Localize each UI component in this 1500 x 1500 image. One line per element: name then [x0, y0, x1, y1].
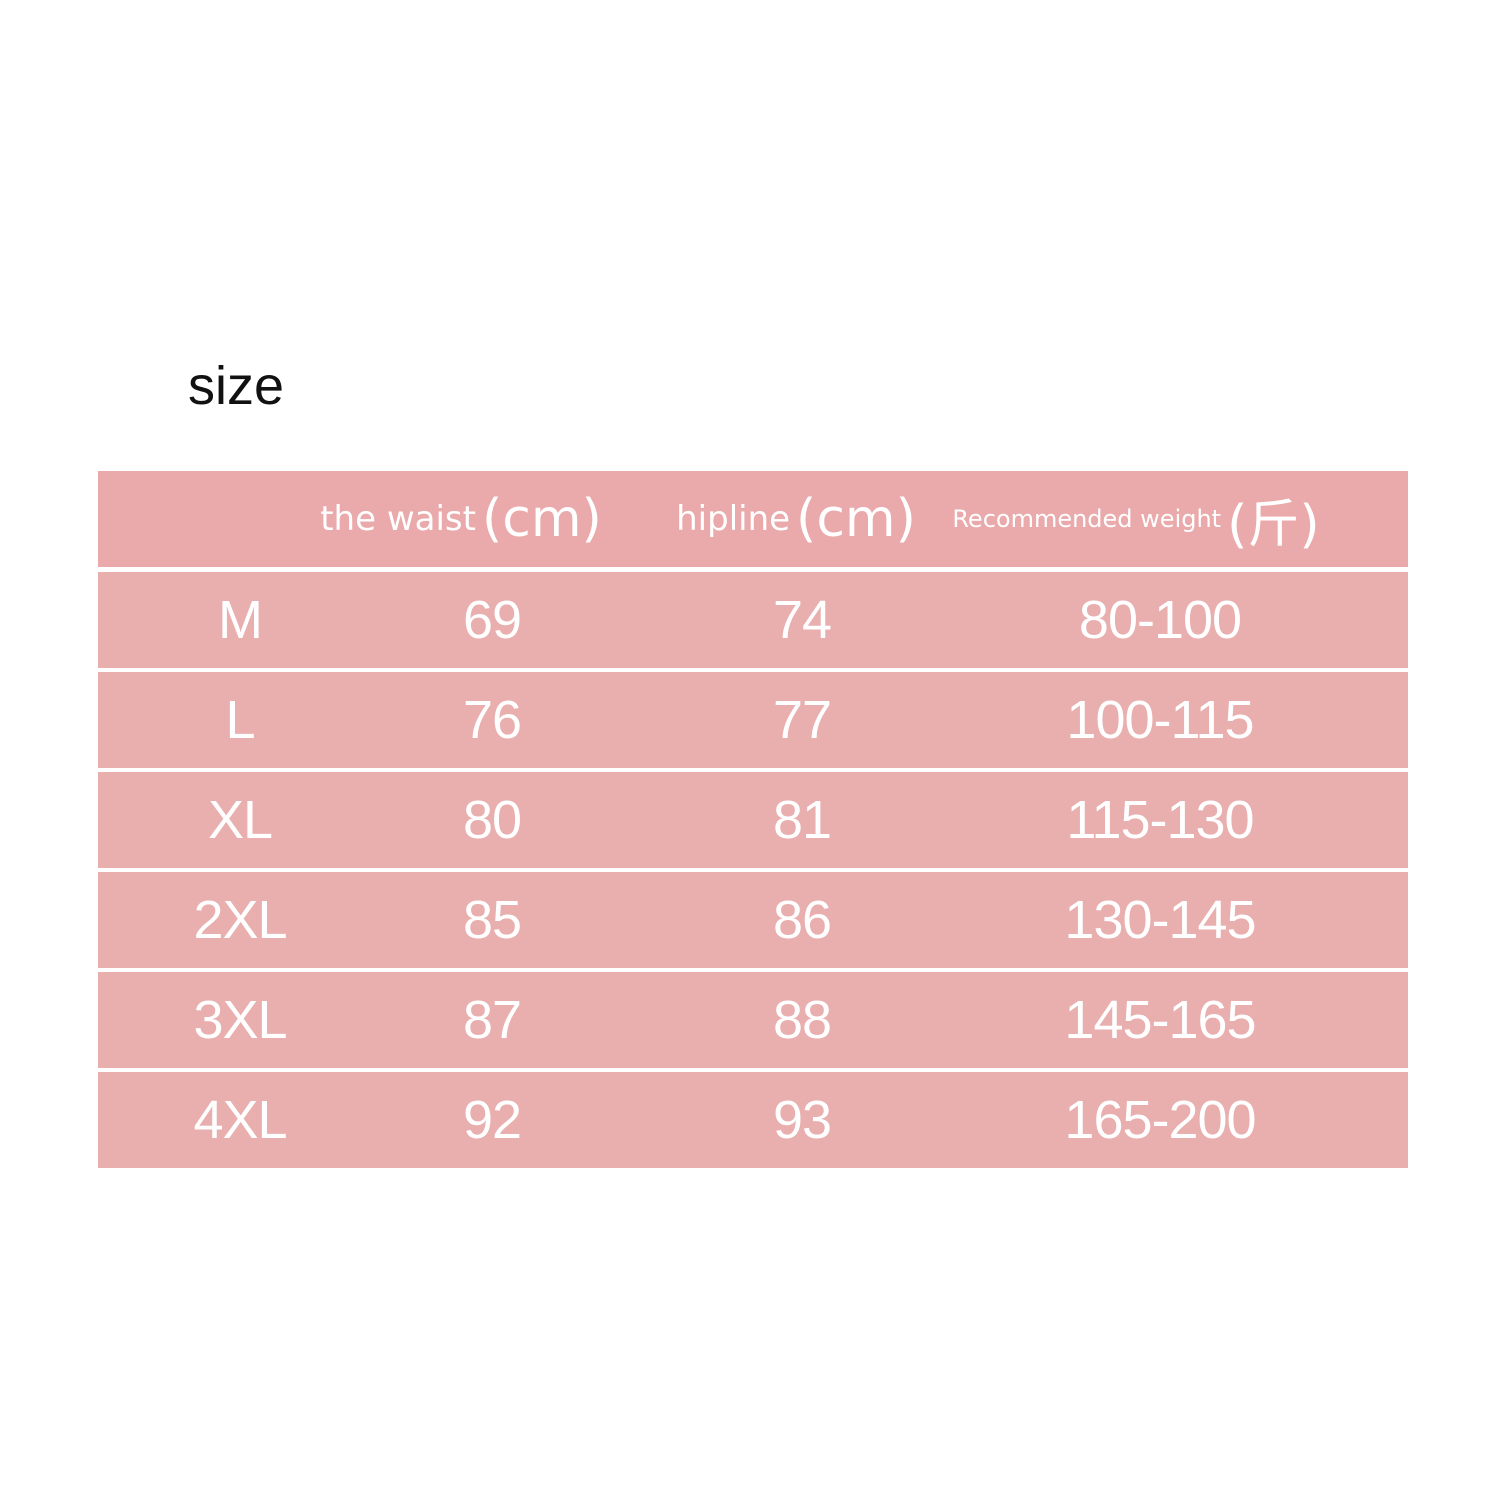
- cell-text: 130-145: [1064, 890, 1256, 950]
- cell-text: 80-100: [1078, 590, 1242, 650]
- cell-text: 4XL: [193, 1090, 287, 1150]
- header-label: the waist: [320, 499, 476, 539]
- table-cell: 93: [772, 1072, 832, 1168]
- cell-text: 88: [772, 990, 832, 1050]
- header-label: Recommended weight: [952, 505, 1222, 533]
- cell-text: 81: [772, 790, 832, 850]
- table-row: 4XL 92 93 165-200: [98, 1072, 1408, 1168]
- table-cell: L: [225, 672, 255, 768]
- table-cell: 76: [462, 672, 522, 768]
- table-cell: 74: [772, 572, 832, 668]
- table-row: XL 80 81 115-130: [98, 772, 1408, 868]
- cell-text: 92: [462, 1090, 522, 1150]
- table-cell: 69: [462, 572, 522, 668]
- cell-text: M: [218, 590, 263, 650]
- cell-text: 165-200: [1064, 1090, 1256, 1150]
- cell-text: 74: [772, 590, 832, 650]
- table-cell: 81: [772, 772, 832, 868]
- table-cell: 3XL: [193, 972, 287, 1068]
- header-unit: (cm): [481, 489, 602, 549]
- table-cell: XL: [207, 772, 273, 868]
- cell-text: L: [225, 690, 255, 750]
- cell-text: XL: [207, 790, 273, 850]
- table-row: 2XL 85 86 130-145: [98, 872, 1408, 968]
- header-row: the waist (cm) hipline (cm) Recommended weig…: [98, 471, 1408, 567]
- header-unit: (斤): [1227, 494, 1320, 555]
- cell-text: 145-165: [1064, 990, 1256, 1050]
- table-cell: 88: [772, 972, 832, 1068]
- cell-text: 3XL: [193, 990, 287, 1050]
- cell-text: 69: [462, 590, 522, 650]
- table-cell: 92: [462, 1072, 522, 1168]
- cell-text: 86: [772, 890, 832, 950]
- table-cell: 100-115: [1066, 672, 1254, 768]
- header-cell: Recommended weight (斤): [952, 471, 1319, 567]
- table-cell: 86: [772, 872, 832, 968]
- title: size: [188, 356, 285, 416]
- cell-text: 85: [462, 890, 522, 950]
- cell-text: 2XL: [193, 890, 287, 950]
- table-cell: 2XL: [193, 872, 287, 968]
- cell-text: 77: [772, 690, 832, 750]
- table-cell: 80-100: [1078, 572, 1242, 668]
- table-cell: 4XL: [193, 1072, 287, 1168]
- header-label: hipline: [676, 499, 791, 539]
- table-cell: 77: [772, 672, 832, 768]
- header-cell: the waist (cm): [320, 471, 602, 567]
- cell-text: 93: [772, 1090, 832, 1150]
- header-cell: hipline (cm): [676, 471, 916, 567]
- table-cell: 115-130: [1066, 772, 1254, 868]
- header-unit: (cm): [796, 489, 916, 549]
- cell-text: 76: [462, 690, 522, 750]
- table-row: M 69 74 80-100: [98, 572, 1408, 668]
- table-cell: 85: [462, 872, 522, 968]
- table-cell: 165-200: [1064, 1072, 1256, 1168]
- table-cell: 80: [462, 772, 522, 868]
- table-cell: M: [218, 572, 263, 668]
- cell-text: 87: [462, 990, 522, 1050]
- table-cell: 87: [462, 972, 522, 1068]
- cell-text: 100-115: [1066, 690, 1254, 750]
- table-row: 3XL 87 88 145-165: [98, 972, 1408, 1068]
- cell-text: 80: [462, 790, 522, 850]
- table-cell: 130-145: [1064, 872, 1256, 968]
- table-row: L 76 77 100-115: [98, 672, 1408, 768]
- table-cell: 145-165: [1064, 972, 1256, 1068]
- cell-text: 115-130: [1066, 790, 1254, 850]
